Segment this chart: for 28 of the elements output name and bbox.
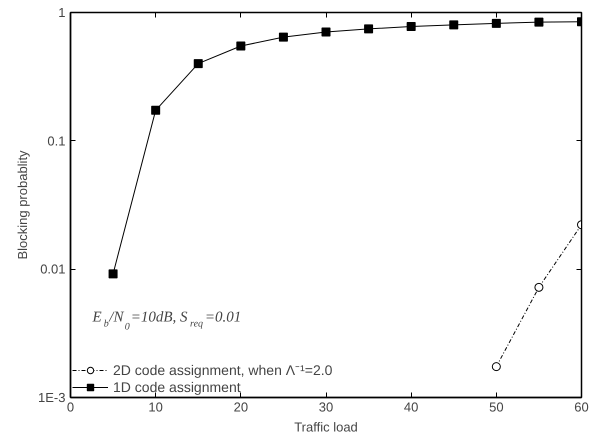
- point: [492, 18, 501, 28]
- y-tick-label: 1E-3: [38, 390, 66, 405]
- legend-label: 2D code assignment, when Λ⁻¹=2.0: [113, 361, 332, 379]
- y-tick-label: 0.01: [40, 262, 66, 277]
- legend-label: 1D code assignment: [113, 379, 241, 395]
- point: [449, 20, 458, 30]
- x-tick-label: 50: [489, 400, 504, 414]
- x-axis-title: Traffic load: [294, 420, 358, 434]
- x-tick-label: 60: [574, 400, 589, 414]
- point: [278, 32, 288, 42]
- point: [534, 18, 544, 27]
- point: [194, 59, 203, 68]
- point: [322, 27, 330, 36]
- y-tick-label: 0.1: [47, 133, 66, 148]
- point: [151, 106, 160, 115]
- x-tick-label: 20: [234, 400, 248, 414]
- y-tick-label: 1: [58, 5, 66, 20]
- point: [364, 24, 374, 34]
- point: [108, 269, 118, 278]
- point: [534, 282, 544, 292]
- x-tick-label: 10: [148, 400, 163, 414]
- x-tick-label: 40: [404, 400, 418, 414]
- x-tick-label: 30: [318, 400, 334, 414]
- x-tick-label: 0: [66, 400, 74, 414]
- y-axis-title: Blocking probablity: [15, 150, 30, 260]
- point: [492, 362, 501, 372]
- point: [236, 42, 246, 51]
- point: [406, 22, 416, 31]
